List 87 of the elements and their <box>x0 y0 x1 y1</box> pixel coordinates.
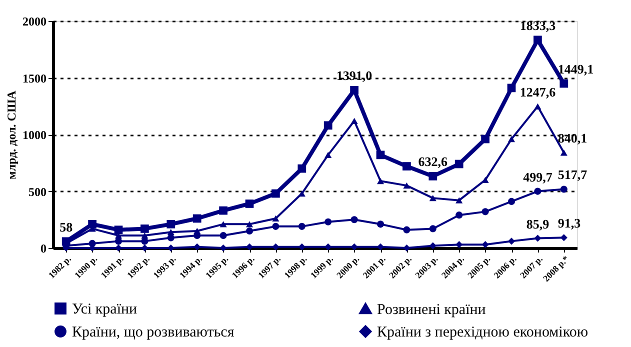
point <box>534 36 542 44</box>
point <box>508 136 516 142</box>
point <box>350 216 358 224</box>
point <box>245 200 254 208</box>
data-label: 840,1 <box>558 130 588 146</box>
y-tick-label: 2000 <box>22 14 46 28</box>
point <box>482 208 489 216</box>
point <box>402 162 411 170</box>
point <box>429 195 436 202</box>
point <box>376 243 384 250</box>
point <box>376 220 384 228</box>
point <box>482 241 489 248</box>
point <box>272 189 280 198</box>
point <box>350 86 358 94</box>
legend-label: Розвинені країни <box>377 302 486 318</box>
point <box>428 172 438 180</box>
data-label: 1391,0 <box>336 68 372 84</box>
point <box>560 79 568 88</box>
point <box>376 150 385 160</box>
data-label: 1449,1 <box>558 62 594 77</box>
point <box>403 182 410 189</box>
legend-label: Країни, що розвиваються <box>72 324 234 340</box>
point <box>272 243 280 250</box>
point <box>534 103 542 110</box>
point <box>429 225 436 232</box>
legend-label: Усі країни <box>72 302 138 318</box>
point <box>246 221 254 228</box>
point <box>508 238 516 245</box>
point <box>456 241 463 248</box>
point <box>324 121 332 130</box>
point <box>534 234 542 242</box>
data-label: 85,9 <box>526 216 550 232</box>
point <box>560 150 568 156</box>
point <box>246 243 254 250</box>
y-tick-label: 1500 <box>22 71 46 86</box>
point <box>220 232 227 240</box>
data-label: 91,3 <box>558 216 582 231</box>
point <box>192 214 202 223</box>
point <box>166 220 176 228</box>
point <box>167 244 174 252</box>
point <box>298 190 306 197</box>
data-label: 58 <box>60 219 74 234</box>
point <box>272 222 280 230</box>
point <box>298 222 306 230</box>
point <box>456 197 463 204</box>
data-label: 499,7 <box>523 169 553 184</box>
point <box>220 244 227 252</box>
point <box>403 244 410 252</box>
point <box>376 178 384 184</box>
point <box>324 218 332 226</box>
data-label: 1833,3 <box>520 18 556 33</box>
y-axis-title: млрд. дол. США <box>4 90 18 180</box>
y-tick-label: 0 <box>40 242 46 256</box>
point <box>560 234 568 242</box>
point <box>272 215 280 222</box>
y-tick-label: 1000 <box>22 128 46 142</box>
point <box>481 134 490 144</box>
point <box>350 243 358 250</box>
point <box>298 164 306 173</box>
point <box>324 243 332 250</box>
point <box>298 243 306 250</box>
data-label: 1247,6 <box>520 84 556 100</box>
point <box>456 212 463 219</box>
point <box>454 160 464 168</box>
point <box>114 238 122 245</box>
data-label: 517,7 <box>558 167 588 182</box>
point <box>141 244 148 252</box>
point <box>508 198 516 205</box>
point <box>560 186 568 193</box>
point <box>194 243 201 250</box>
legend-label: Країни з перехідною економікою <box>377 324 588 340</box>
point <box>88 220 96 228</box>
point <box>534 188 542 195</box>
point <box>246 227 254 235</box>
point <box>114 226 123 234</box>
point <box>220 221 227 228</box>
point <box>140 224 149 233</box>
point <box>141 238 148 245</box>
point <box>324 152 332 158</box>
point <box>219 206 228 215</box>
point <box>507 84 516 92</box>
point <box>167 234 174 242</box>
point <box>429 242 436 250</box>
data-label: 632,6 <box>418 154 448 170</box>
point <box>350 118 358 124</box>
y-tick-label: 500 <box>28 184 46 199</box>
point <box>403 226 410 234</box>
